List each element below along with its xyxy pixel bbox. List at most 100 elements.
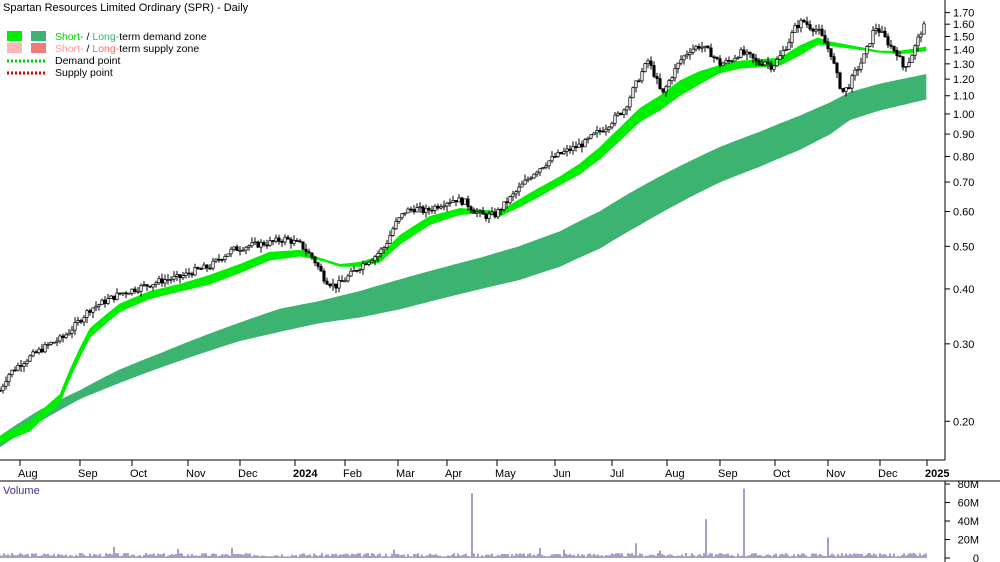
legend-short-supply-swatch <box>7 43 22 53</box>
candle-body <box>328 283 332 287</box>
candle-body <box>751 53 755 59</box>
candle-body <box>238 249 242 252</box>
candle-body <box>790 32 794 43</box>
candle-body <box>634 80 638 89</box>
candle-body <box>295 240 299 242</box>
candle-body <box>190 273 194 276</box>
candle-body <box>553 156 557 158</box>
date-tick-label: Nov <box>186 468 206 480</box>
candle-body <box>472 209 476 214</box>
candle-body <box>529 177 533 180</box>
candle-body <box>331 283 335 287</box>
candle-body <box>538 168 542 173</box>
candle-body <box>718 58 722 66</box>
volume-axis: 0 20M 40M 60M 80M <box>945 479 979 562</box>
price-bars <box>0 16 926 394</box>
candle-body <box>418 206 422 209</box>
candle-body <box>100 299 104 305</box>
candle-body <box>217 258 221 261</box>
legend-demand-zone: Short- / Long-term demand zone <box>55 31 207 43</box>
candle-body <box>919 33 923 38</box>
candle-body <box>514 191 518 195</box>
candle-body <box>406 208 410 214</box>
candle-body <box>157 278 161 284</box>
candle-body <box>97 304 101 307</box>
candle-body <box>232 246 236 250</box>
candle-body <box>904 66 908 68</box>
candle-body <box>652 65 656 77</box>
candle-body <box>427 207 431 211</box>
candle-body <box>58 335 62 342</box>
candle-body <box>349 270 353 277</box>
date-tick-label: Nov <box>826 468 846 480</box>
candle-body <box>814 29 818 32</box>
candle-body <box>703 45 707 48</box>
candle-body <box>871 30 875 44</box>
candle-body <box>877 28 881 33</box>
candle-body <box>826 42 830 49</box>
candle-body <box>709 47 713 58</box>
candle-body <box>892 45 896 51</box>
date-tick-label: Dec <box>238 468 258 480</box>
candle-body <box>712 56 716 59</box>
candle-body <box>304 248 308 252</box>
candle-body <box>40 348 44 353</box>
candle-body <box>856 68 860 71</box>
candle-body <box>253 241 257 244</box>
candle-body <box>910 54 914 64</box>
candle-body <box>862 53 866 64</box>
candle-body <box>610 122 614 128</box>
candle-body <box>625 106 629 111</box>
candle-body <box>148 285 152 288</box>
price-tick-label: 0.60 <box>953 206 974 218</box>
legend-demand-point: Demand point <box>55 55 120 67</box>
volume-tick-label: 0 <box>973 553 979 562</box>
candle-body <box>493 211 497 218</box>
candle-body <box>736 56 740 59</box>
candle-body <box>592 132 596 136</box>
candle-body <box>202 264 206 270</box>
candle-body <box>160 278 164 284</box>
candle-body <box>580 143 584 148</box>
candle-body <box>454 200 458 203</box>
candle-body <box>256 241 260 248</box>
price-tick-label: 1.20 <box>953 74 974 86</box>
candle-body <box>286 236 290 240</box>
legend-short-demand-swatch <box>7 31 22 41</box>
candle-body <box>874 28 878 31</box>
candle-body <box>898 55 902 58</box>
candle-body <box>163 279 167 284</box>
candle-body <box>478 210 482 213</box>
candle-body <box>601 130 605 133</box>
candle-body <box>511 193 515 198</box>
candle-body <box>109 295 113 299</box>
date-tick-label: Jul <box>610 468 624 480</box>
volume-tick-label: 40M <box>958 516 979 528</box>
candle-body <box>259 242 263 248</box>
candle-body <box>805 21 809 25</box>
candle-body <box>307 251 311 254</box>
candle-body <box>640 71 644 82</box>
candle-body <box>502 201 506 211</box>
candle-body <box>316 262 320 267</box>
candle-body <box>787 42 791 50</box>
candle-body <box>841 88 845 92</box>
candle-body <box>439 206 443 209</box>
candle-body <box>358 269 362 272</box>
candle-body <box>571 146 575 151</box>
candle-body <box>7 374 11 382</box>
candle-body <box>28 355 32 362</box>
candle-body <box>526 178 530 181</box>
date-tick-label: May <box>495 468 516 480</box>
candle-body <box>322 270 326 282</box>
candle-body <box>73 322 77 331</box>
candle-body <box>112 295 116 300</box>
candle-body <box>673 68 677 79</box>
candle-body <box>490 211 494 215</box>
candle-body <box>661 88 665 93</box>
long-term-demand-band <box>0 74 927 448</box>
candle-body <box>184 272 188 276</box>
candle-body <box>613 114 617 124</box>
candle-body <box>115 292 119 300</box>
candle-body <box>916 36 920 47</box>
